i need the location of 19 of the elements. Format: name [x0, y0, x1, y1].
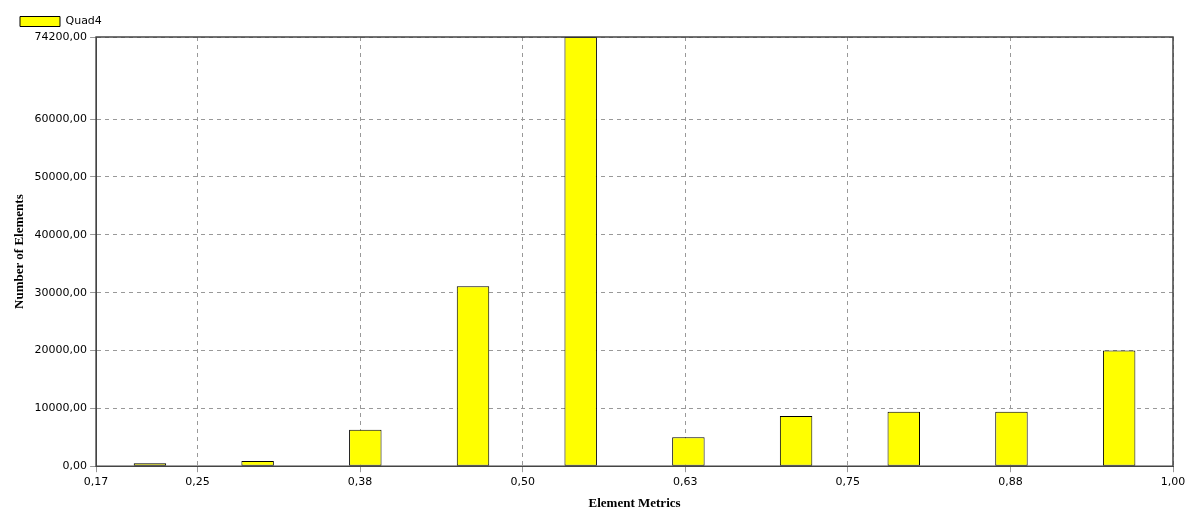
x-axis-title: Element Metrics [588, 494, 681, 510]
y-tick-label: 74200,00 [34, 29, 88, 43]
x-tick-label: 0,50 [510, 474, 535, 488]
y-tick-label: 40000,00 [34, 227, 88, 241]
y-tick-label: 60000,00 [34, 112, 88, 125]
legend-label: Quad4 [65, 14, 102, 28]
y-tick-label: 50000,00 [34, 169, 88, 183]
y-tick-label: 20000,00 [34, 343, 88, 357]
y-tick-label: 10000,00 [34, 401, 88, 415]
x-tick-label: 0,63 [673, 474, 698, 488]
x-tick-label: 0,38 [347, 474, 373, 488]
y-tick-label: 30000,00 [34, 285, 88, 299]
y-tick-label: 0,00 [62, 459, 88, 473]
x-tick-label: 0,75 [835, 474, 861, 488]
y-axis-title: Number of Elements [11, 194, 27, 309]
x-tick-label: 0,25 [185, 474, 210, 488]
x-tick-label: 0,88 [998, 474, 1023, 488]
x-tick-label: 0,17 [83, 474, 109, 488]
x-tick-label: 1,00 [1160, 474, 1186, 488]
